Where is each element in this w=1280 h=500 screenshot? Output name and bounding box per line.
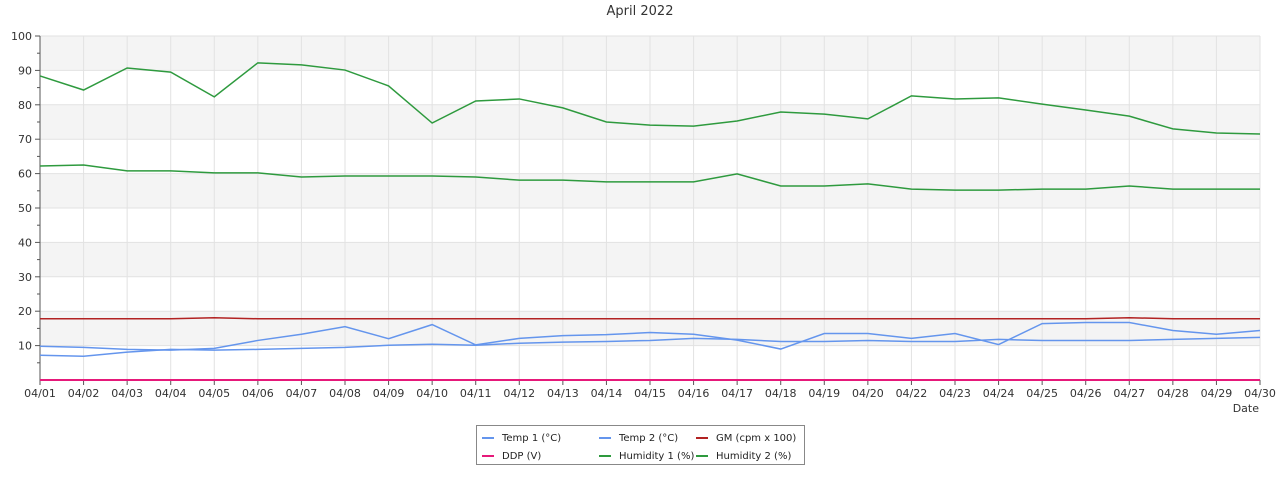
x-tick-label: 04/20 <box>852 387 884 400</box>
legend-label: Temp 2 (°C) <box>619 432 679 444</box>
x-tick-label: 04/30 <box>1244 387 1276 400</box>
y-tick-label: 80 <box>18 99 32 112</box>
legend-label: Temp 1 (°C) <box>502 432 562 444</box>
x-tick-label: 04/24 <box>983 387 1015 400</box>
legend-swatch <box>696 437 708 439</box>
x-axis-label: Date <box>1233 402 1260 415</box>
x-tick-label: 04/01 <box>24 387 56 400</box>
series-4 <box>39 62 1261 135</box>
x-tick-label: 04/15 <box>634 387 666 400</box>
series-line <box>40 316 1260 320</box>
legend-item[interactable]: Humidity 2 (%) <box>696 449 791 463</box>
y-tick-label: 70 <box>18 133 32 146</box>
legend-swatch <box>482 437 494 439</box>
legend: Temp 1 (°C) Temp 2 (°C) GM (cpm x 100) DDP … <box>476 425 805 465</box>
x-tick-label: 04/08 <box>329 387 361 400</box>
series-2 <box>40 316 1260 320</box>
x-tick-label: 04/04 <box>155 387 187 400</box>
x-tick-label: 04/14 <box>591 387 623 400</box>
y-tick-label: 60 <box>18 168 32 181</box>
y-tick-label: 90 <box>18 64 32 77</box>
series-line <box>39 336 1261 358</box>
series-line <box>39 164 1260 191</box>
x-tick-label: 04/18 <box>765 387 797 400</box>
chart-title: April 2022 <box>607 4 674 19</box>
y-tick-label: 50 <box>18 202 32 215</box>
legend-item[interactable]: GM (cpm x 100) <box>696 431 796 445</box>
x-tick-label: 04/10 <box>416 387 448 400</box>
legend-swatch <box>599 455 611 457</box>
x-tick-label: 04/28 <box>1157 387 1189 400</box>
x-tick-label: 04/11 <box>460 387 492 400</box>
line-chart: April 2022 10 20 30 40 50 60 70 80 90 100 04/01 04/… <box>11 4 1276 415</box>
x-tick-label: 04/26 <box>1070 387 1102 400</box>
legend-label: DDP (V) <box>502 450 542 462</box>
y-tick-label: 10 <box>18 340 32 353</box>
legend-item[interactable]: DDP (V) <box>482 449 541 463</box>
series-0 <box>39 321 1261 351</box>
x-tick-label: 04/27 <box>1113 387 1145 400</box>
legend-item[interactable]: Humidity 1 (%) <box>599 449 694 463</box>
legend-swatch <box>482 455 494 457</box>
x-tick-label: 04/22 <box>896 387 928 400</box>
x-tick-label: 04/13 <box>547 387 579 400</box>
x-tick-label: 04/17 <box>721 387 753 400</box>
legend-label: Humidity 1 (%) <box>619 450 695 462</box>
series-1 <box>39 336 1261 358</box>
x-tick-label: 04/19 <box>808 387 840 400</box>
x-tick-label: 04/23 <box>939 387 971 400</box>
legend-swatch <box>599 437 611 439</box>
x-tick-label: 04/29 <box>1201 387 1233 400</box>
legend-label: Humidity 2 (%) <box>716 450 792 462</box>
x-tick-label: 04/06 <box>242 387 274 400</box>
legend-item[interactable]: Temp 1 (°C) <box>482 431 561 445</box>
series-5 <box>39 164 1260 191</box>
x-tick-label: 04/05 <box>198 387 230 400</box>
x-tick-label: 04/02 <box>68 387 100 400</box>
x-tick-label: 04/07 <box>286 387 318 400</box>
x-tick-label: 04/03 <box>111 387 143 400</box>
y-tick-label: 20 <box>18 305 32 318</box>
series-line <box>39 62 1261 135</box>
legend-swatch <box>696 455 708 457</box>
legend-label: GM (cpm x 100) <box>716 432 797 444</box>
y-tick-label: 40 <box>18 236 32 249</box>
x-tick-label: 04/12 <box>503 387 535 400</box>
series-line <box>39 321 1261 351</box>
x-tick-label: 04/16 <box>678 387 710 400</box>
legend-item[interactable]: Temp 2 (°C) <box>599 431 678 445</box>
y-tick-label: 30 <box>18 271 32 284</box>
y-tick-label: 100 <box>11 30 32 43</box>
x-tick-label: 04/25 <box>1026 387 1058 400</box>
x-tick-label: 04/09 <box>373 387 405 400</box>
